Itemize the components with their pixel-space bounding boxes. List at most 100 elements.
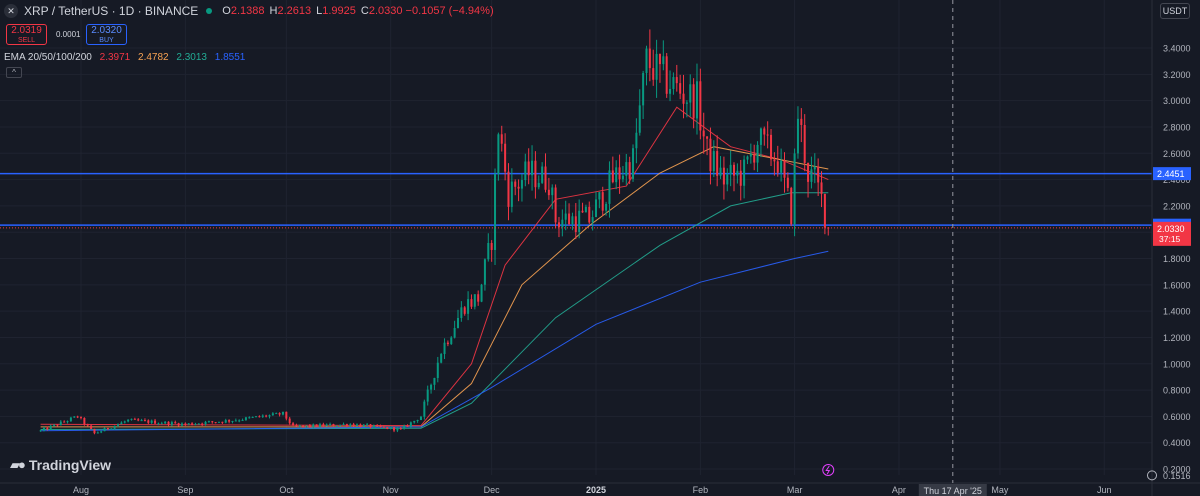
buy-button[interactable]: 2.0320 BUY bbox=[86, 24, 127, 45]
ema-50-value: 2.4782 bbox=[138, 52, 169, 63]
candle-body bbox=[594, 199, 598, 218]
price-tick-label: 3.4000 bbox=[1163, 44, 1191, 54]
candle-body bbox=[386, 427, 389, 429]
candle-body bbox=[393, 427, 396, 431]
price-tick-label: 0.4000 bbox=[1163, 438, 1191, 448]
candle-body bbox=[275, 413, 278, 415]
price-axis[interactable]: 0.2000 0.4000 0.6000 0.8000 1.0000 1.2000 1.40… bbox=[1147, 0, 1192, 496]
candle-body bbox=[180, 423, 183, 426]
time-axis[interactable]: Aug Sep Oct Nov Dec 2025 Feb Mar Apr May Jun Thu 17… bbox=[0, 482, 1200, 496]
candle-body bbox=[349, 424, 352, 427]
price-tick-label: 1.2000 bbox=[1163, 333, 1191, 343]
candle-body bbox=[504, 143, 507, 172]
price-tick-label: 0.2000 bbox=[1163, 465, 1191, 475]
price-tick-label: 3.2000 bbox=[1163, 70, 1191, 80]
candle-body bbox=[618, 167, 621, 180]
candle-body bbox=[120, 422, 123, 425]
candle-body bbox=[477, 294, 480, 302]
candle-body bbox=[770, 134, 773, 160]
candle-body bbox=[517, 186, 520, 189]
ema-20-value: 2.3971 bbox=[99, 52, 131, 63]
candle-body bbox=[238, 420, 241, 422]
candle-body bbox=[211, 421, 214, 423]
candle-body bbox=[228, 420, 231, 422]
candle-body bbox=[514, 181, 517, 187]
lightning-icon bbox=[825, 465, 831, 475]
candle-body bbox=[194, 424, 197, 426]
candle-body bbox=[780, 160, 783, 173]
tradingview-logo[interactable]: ▰● TradingView bbox=[10, 457, 111, 473]
candle-body bbox=[662, 56, 665, 65]
candle-body bbox=[467, 299, 470, 314]
ema-line bbox=[40, 106, 829, 427]
candle-body bbox=[568, 213, 571, 225]
candle-body bbox=[406, 425, 409, 427]
xrp-logo-icon: ✕ bbox=[4, 4, 18, 18]
tradingview-mark-icon: ▰● bbox=[10, 457, 26, 472]
candle-body bbox=[473, 294, 476, 307]
candle-body bbox=[773, 159, 776, 162]
candle-body bbox=[308, 425, 311, 427]
candle-body bbox=[561, 219, 564, 228]
candle-body bbox=[332, 424, 335, 427]
ema-line bbox=[40, 192, 829, 430]
symbol-title[interactable]: XRP / TetherUS · 1D · BINANCE bbox=[24, 4, 199, 18]
candle-body bbox=[103, 428, 106, 432]
ohlc-close-key: C bbox=[360, 5, 369, 17]
candle-body bbox=[83, 418, 86, 425]
candle-body bbox=[113, 425, 116, 429]
candle-body bbox=[736, 170, 739, 176]
candle-body bbox=[143, 420, 146, 422]
candle-body bbox=[234, 420, 237, 422]
candle-body bbox=[423, 401, 426, 417]
candle-body bbox=[318, 424, 321, 427]
time-tick-label: Dec bbox=[484, 485, 501, 495]
candle-body bbox=[510, 181, 513, 207]
candle-body bbox=[450, 337, 453, 345]
candle-body bbox=[372, 425, 375, 428]
candle-body bbox=[100, 431, 103, 433]
candle-body bbox=[722, 167, 725, 185]
ema-line bbox=[40, 146, 829, 428]
candle-body bbox=[59, 421, 62, 426]
candle-body bbox=[497, 134, 500, 175]
candle-body bbox=[191, 423, 194, 425]
candle-body bbox=[96, 432, 99, 434]
collapse-legend-button[interactable]: ^ bbox=[6, 67, 22, 78]
candle-body bbox=[557, 222, 560, 228]
candle-body bbox=[739, 170, 742, 186]
time-tick-label: Aug bbox=[73, 485, 89, 495]
sell-button[interactable]: 2.0319 SELL bbox=[6, 24, 47, 45]
candle-body bbox=[79, 417, 83, 419]
candle-body bbox=[531, 160, 534, 176]
candle-body bbox=[271, 413, 274, 416]
crosshair-date-box bbox=[918, 484, 987, 496]
candle-body bbox=[167, 421, 170, 425]
candle-body bbox=[127, 419, 130, 422]
candle-body bbox=[63, 421, 66, 423]
candle-body bbox=[436, 362, 439, 378]
candle-body bbox=[366, 424, 369, 426]
buy-label: BUY bbox=[99, 37, 114, 44]
candle-body bbox=[652, 68, 655, 80]
candle-body bbox=[409, 422, 412, 427]
overlay bbox=[0, 0, 1152, 483]
ema-legend[interactable]: EMA 20/50/100/200 2.3971 2.4782 2.3013 1… bbox=[4, 52, 245, 63]
candle-body bbox=[638, 105, 641, 133]
candle-body bbox=[655, 53, 658, 80]
candle-body bbox=[807, 162, 810, 182]
candle-body bbox=[551, 187, 554, 196]
currency-button[interactable]: USDT bbox=[1160, 3, 1190, 19]
candle-body bbox=[813, 166, 816, 170]
candle-body bbox=[342, 424, 345, 426]
price-tick-label: 0.6000 bbox=[1163, 412, 1191, 422]
candle-body bbox=[376, 425, 379, 427]
candle-body bbox=[379, 425, 382, 427]
price-tick-label: 0.8000 bbox=[1163, 386, 1191, 396]
candle-body bbox=[480, 284, 483, 302]
candle-body bbox=[709, 138, 712, 172]
price-low-label: 0.1516 bbox=[1163, 471, 1191, 481]
candle-body bbox=[527, 161, 530, 176]
candle-body bbox=[352, 424, 355, 426]
